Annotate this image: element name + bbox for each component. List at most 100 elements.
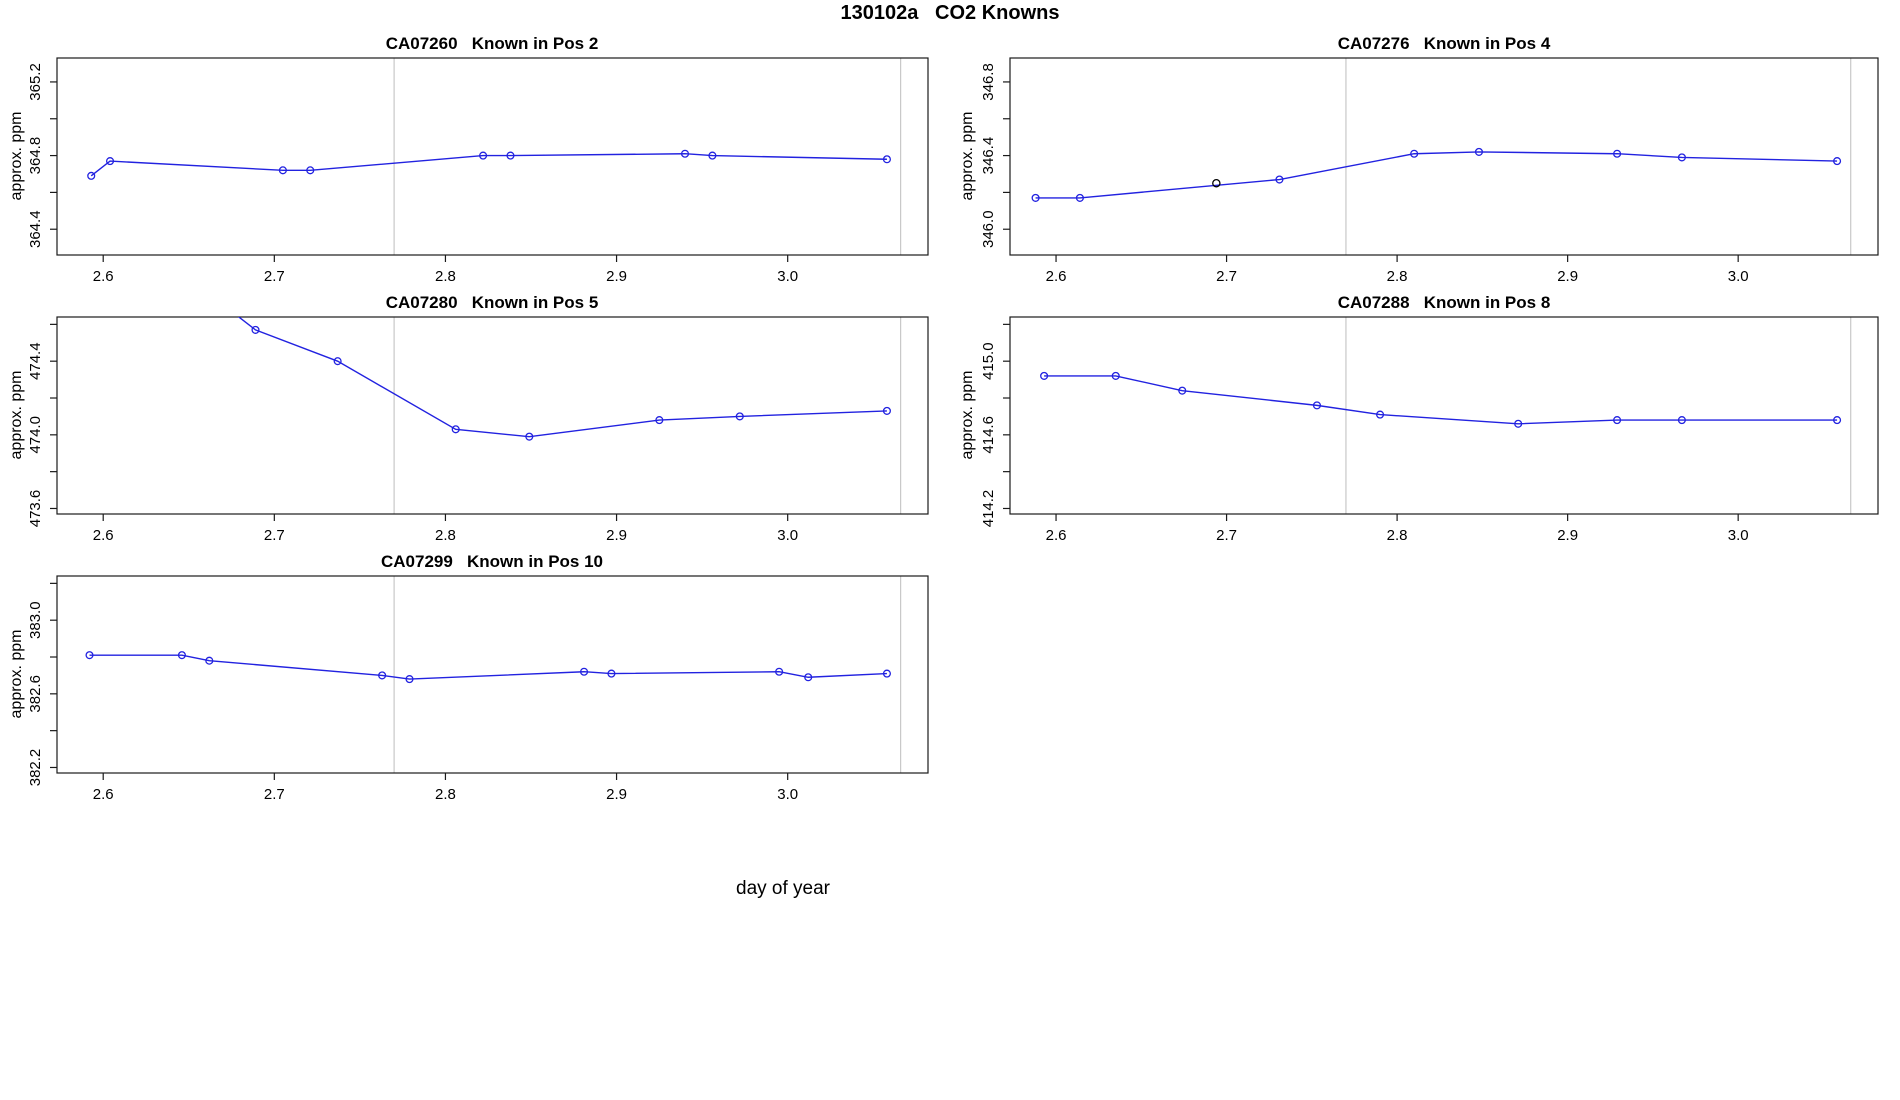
data-point-marker xyxy=(708,151,717,160)
data-point-marker xyxy=(882,406,891,415)
data-point-marker xyxy=(1376,410,1385,419)
data-point-marker xyxy=(1178,386,1187,395)
y-axis-tick-label: 346.4 xyxy=(980,137,997,175)
data-point-marker xyxy=(1677,416,1686,425)
series-line xyxy=(1035,151,1838,199)
panel-CA07280: 2.6 2.7 2.8 2.9 3.0 473.6 474.0 474.4 xyxy=(27,316,929,544)
x-axis-tick-label: 2.8 xyxy=(435,268,456,285)
data-point-marker xyxy=(1613,149,1622,158)
panel-border xyxy=(56,316,929,515)
data-point-marker xyxy=(882,669,891,678)
y-axis-label-3: approx. ppm xyxy=(8,370,25,460)
data-point-marker xyxy=(378,671,387,680)
x-axis-tick-label: 2.9 xyxy=(606,786,627,803)
data-point-marker xyxy=(451,425,460,434)
data-point-marker xyxy=(1040,371,1049,380)
figure-title: 130102a CO2 Knowns xyxy=(840,2,1060,24)
y-axis-tick-label: 383.0 xyxy=(27,601,44,639)
panel-CA07288: 2.6 2.7 2.8 2.9 3.0 414.2 414.6 415.0 xyxy=(980,316,1879,544)
data-point-marker xyxy=(1275,175,1284,184)
x-axis-label: day of year xyxy=(736,878,830,899)
y-axis-tick-label: 346.0 xyxy=(980,210,997,248)
data-point-marker xyxy=(882,155,891,164)
panel-title-ca07288: CA07288 Known in Pos 8 xyxy=(1337,293,1551,312)
data-point-marker xyxy=(1677,153,1686,162)
data-point-marker xyxy=(479,151,488,160)
y-axis-label-1: approx. ppm xyxy=(8,111,25,201)
outlier-point-marker xyxy=(1212,178,1221,188)
y-axis-tick-label: 415.0 xyxy=(980,342,997,380)
panel-title-ca07280: CA07280 Known in Pos 5 xyxy=(385,293,599,312)
x-axis-tick-label: 3.0 xyxy=(777,527,798,544)
panel-title-ca07276: CA07276 Known in Pos 4 xyxy=(1337,34,1551,53)
x-axis-tick-label: 2.7 xyxy=(264,268,285,285)
y-axis-tick-label: 346.8 xyxy=(980,63,997,101)
data-point-marker xyxy=(1031,193,1040,202)
x-axis-tick-label: 2.8 xyxy=(1387,527,1408,544)
y-axis-label-2: approx. ppm xyxy=(959,111,976,201)
data-point-marker xyxy=(1075,193,1084,202)
data-point-marker xyxy=(1613,416,1622,425)
x-axis-tick-label: 2.6 xyxy=(1046,268,1067,285)
x-axis-tick-label: 2.9 xyxy=(1557,268,1578,285)
data-point-marker xyxy=(775,667,784,676)
data-point-marker xyxy=(205,656,214,665)
data-point-marker xyxy=(1312,401,1322,410)
x-axis-tick-label: 2.6 xyxy=(93,268,114,285)
y-axis-tick-label: 414.2 xyxy=(980,490,997,528)
data-point-marker xyxy=(405,675,414,684)
data-point-marker xyxy=(735,412,744,421)
x-axis-tick-label: 3.0 xyxy=(1728,527,1749,544)
x-axis-tick-label: 3.0 xyxy=(1728,268,1749,285)
data-point-marker xyxy=(1410,149,1419,158)
x-axis-tick-label: 3.0 xyxy=(777,268,798,285)
y-axis-tick-label: 414.6 xyxy=(980,416,997,454)
data-point-marker xyxy=(87,171,96,180)
data-point-marker xyxy=(1833,416,1842,425)
x-axis-tick-label: 2.8 xyxy=(435,786,456,803)
y-axis-tick-label: 364.4 xyxy=(27,210,44,248)
data-point-marker xyxy=(177,651,186,660)
panel-border xyxy=(56,57,929,256)
data-point-marker xyxy=(278,166,287,175)
panel-title-ca07299: CA07299 Known in Pos 10 xyxy=(380,552,604,571)
panel-CA07276: 2.6 2.7 2.8 2.9 3.0 346.0 346.4 346.8 xyxy=(980,57,1879,285)
panel-border xyxy=(1009,316,1879,515)
data-point-marker xyxy=(333,357,342,366)
y-axis-tick-label: 473.6 xyxy=(27,490,44,528)
data-point-marker xyxy=(655,416,664,425)
data-point-marker xyxy=(105,157,115,166)
x-axis-tick-label: 2.7 xyxy=(264,527,285,544)
series-line xyxy=(89,654,887,680)
data-point-marker xyxy=(1833,157,1842,166)
y-axis-tick-label: 474.4 xyxy=(27,342,44,380)
data-point-marker xyxy=(1514,419,1523,428)
panel-border xyxy=(1009,57,1879,256)
x-axis-tick-label: 2.8 xyxy=(1387,268,1408,285)
data-point-marker xyxy=(1474,147,1484,156)
x-axis-tick-label: 2.8 xyxy=(435,527,456,544)
series-line xyxy=(1044,375,1838,425)
panel-CA07260: 2.6 2.7 2.8 2.9 3.0 364.4 364.8 365.2 xyxy=(27,57,929,285)
data-point-marker xyxy=(579,667,589,676)
data-point-marker xyxy=(251,325,260,334)
data-point-marker xyxy=(607,669,616,678)
y-axis-label-5: approx. ppm xyxy=(8,629,25,719)
data-point-marker xyxy=(85,651,94,660)
x-axis-tick-label: 2.7 xyxy=(1216,268,1237,285)
panel-CA07299: 2.6 2.7 2.8 2.9 3.0 382.2 382.6 383.0 xyxy=(27,575,929,803)
series-line xyxy=(237,317,887,438)
panel-title-ca07260: CA07260 Known in Pos 2 xyxy=(385,34,599,53)
x-axis-tick-label: 2.6 xyxy=(93,527,114,544)
y-axis-tick-label: 382.2 xyxy=(27,749,44,787)
x-axis-tick-label: 2.9 xyxy=(1557,527,1578,544)
y-axis-label-4: approx. ppm xyxy=(959,370,976,460)
x-axis-tick-label: 2.9 xyxy=(606,527,627,544)
y-axis-tick-label: 474.0 xyxy=(27,416,44,454)
x-axis-tick-label: 2.6 xyxy=(1046,527,1067,544)
series-line xyxy=(90,153,887,177)
data-point-marker xyxy=(525,432,534,441)
y-axis-tick-label: 382.6 xyxy=(27,675,44,713)
